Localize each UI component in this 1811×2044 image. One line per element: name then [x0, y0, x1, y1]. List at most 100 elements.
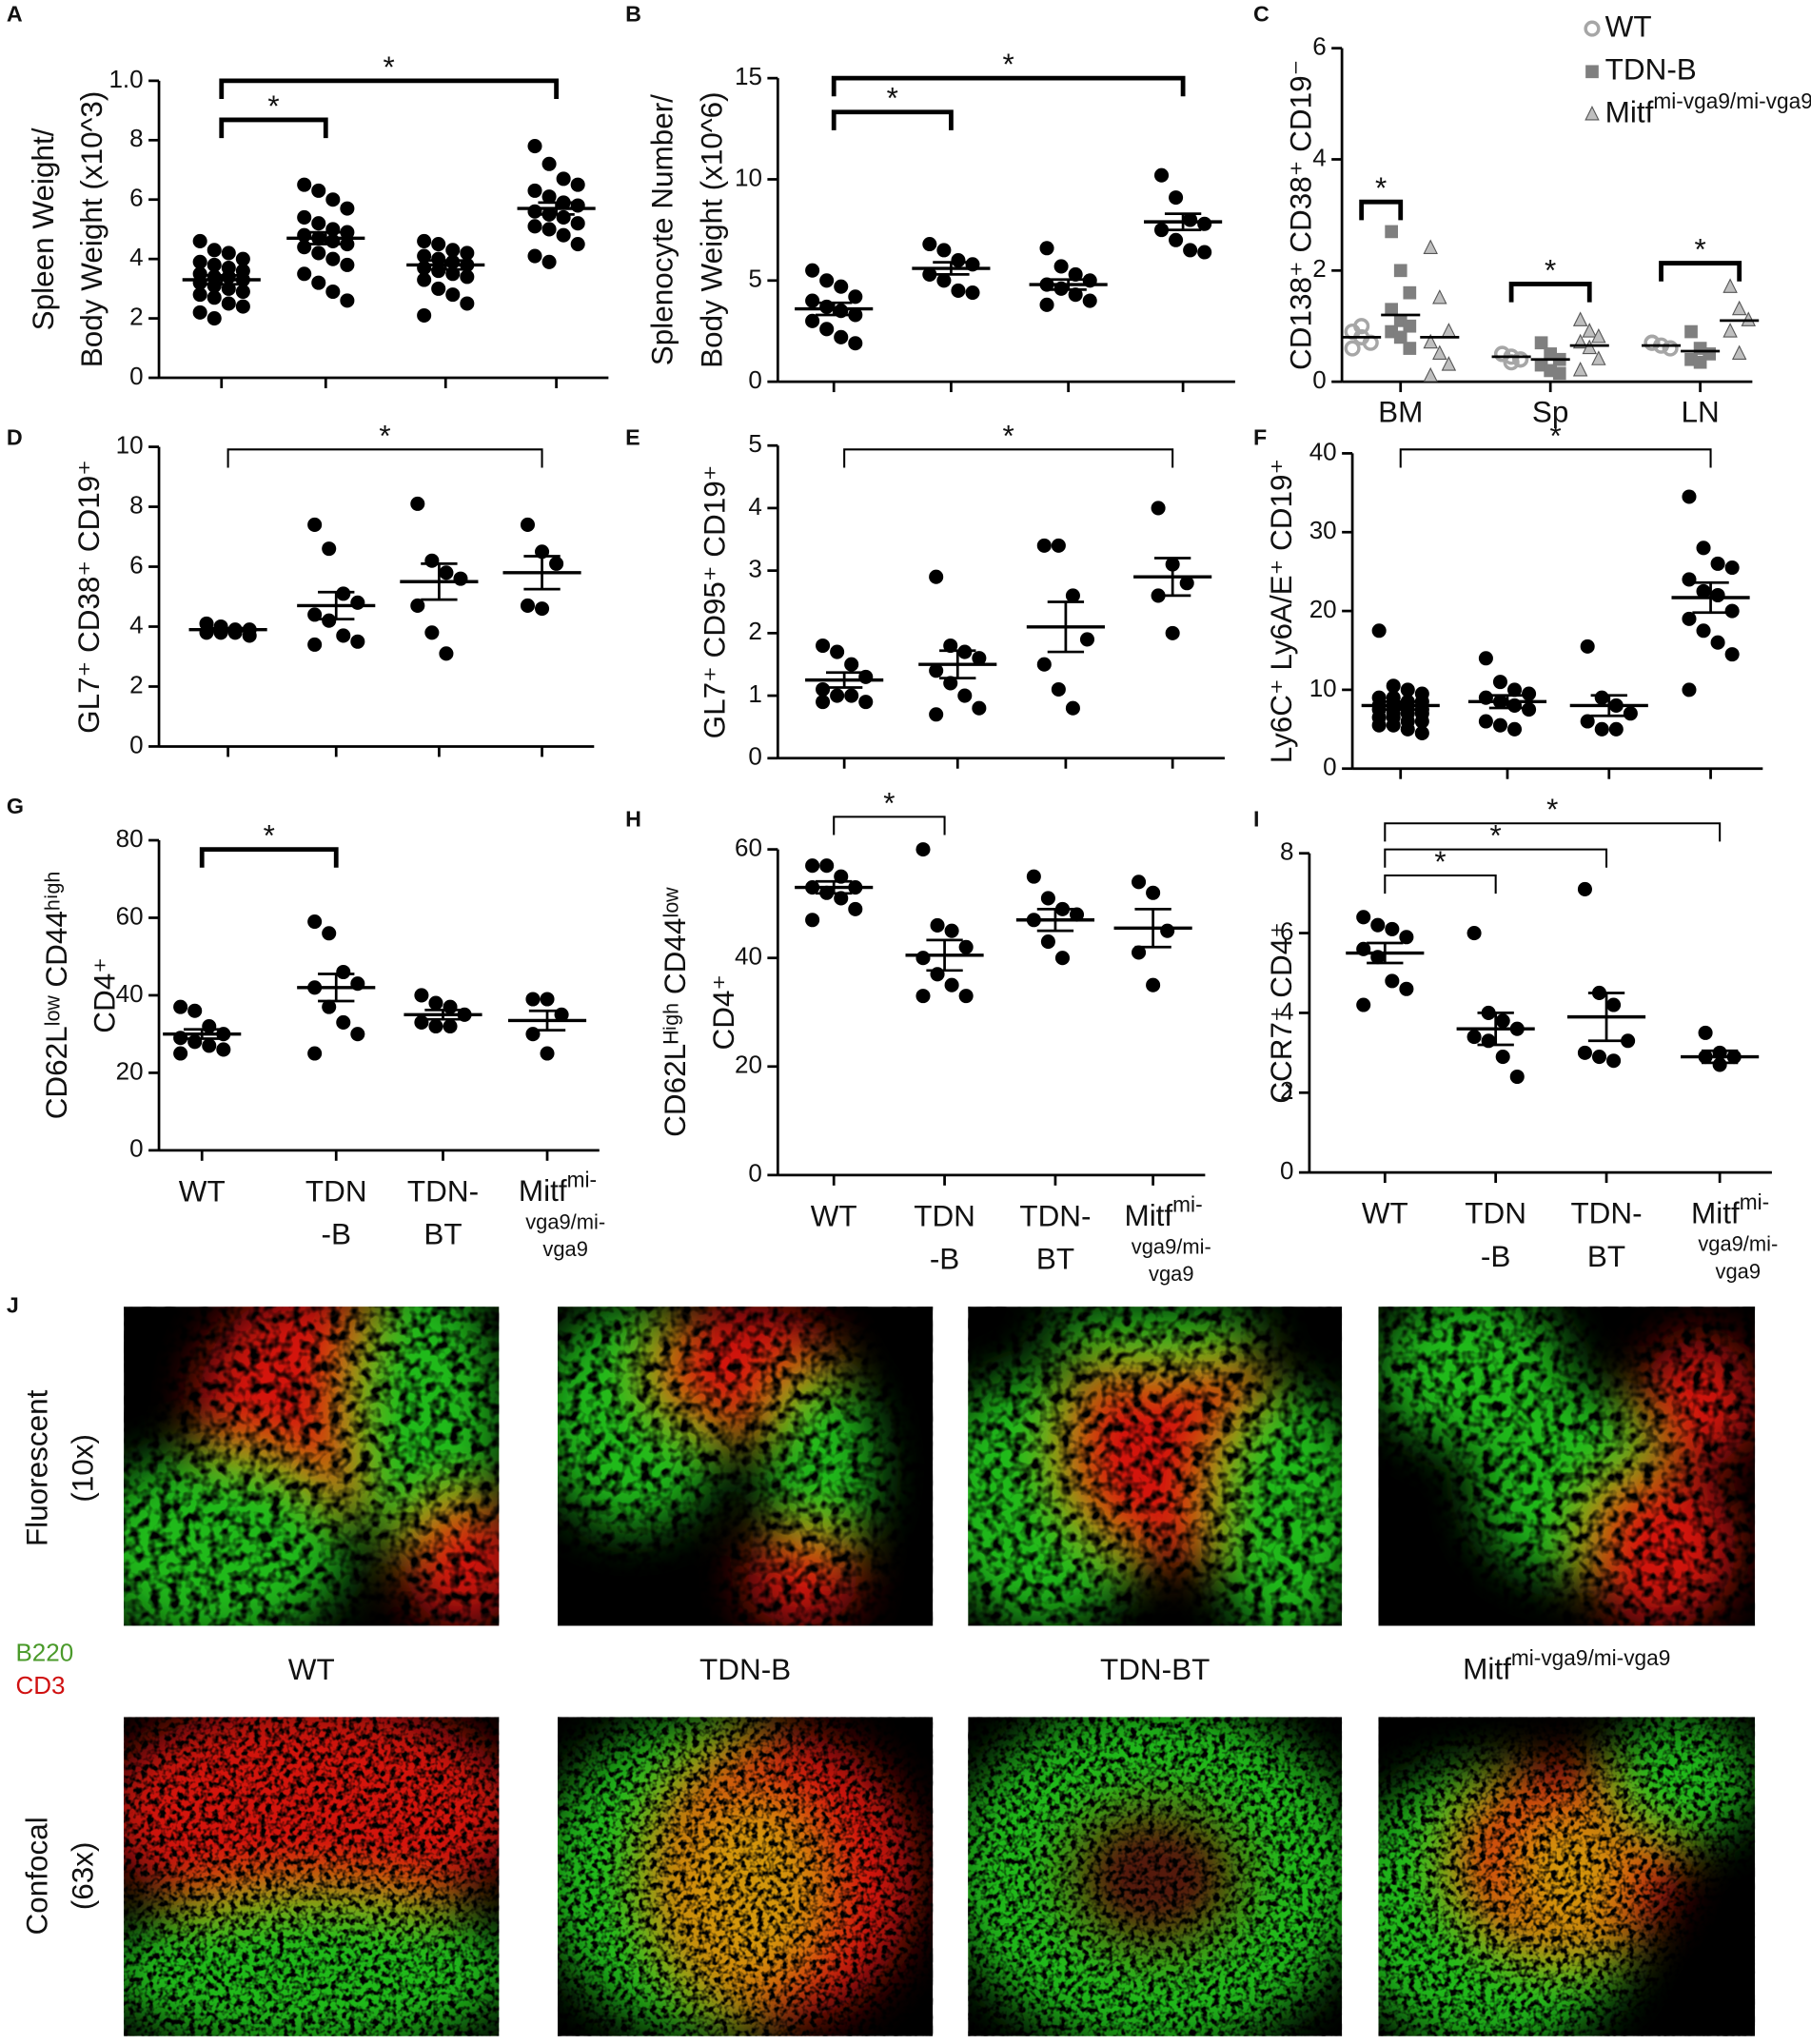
error-bar — [523, 555, 561, 591]
data-point — [1385, 225, 1398, 239]
data-dot — [1068, 266, 1083, 282]
error-bar — [1050, 278, 1087, 291]
data-dot — [460, 269, 475, 285]
data-dot — [336, 628, 351, 643]
panel-letter: H — [625, 807, 641, 832]
data-dot — [439, 565, 454, 580]
data-dot — [1065, 700, 1080, 716]
data-point — [1582, 323, 1597, 338]
data-dot — [929, 707, 944, 722]
significance-bracket — [219, 117, 328, 139]
data-dot — [1606, 1053, 1622, 1069]
data-dot — [915, 951, 931, 966]
data-dot — [957, 688, 973, 703]
y-tick-label: 15 — [735, 62, 762, 90]
significance-bracket — [843, 448, 1174, 468]
data-dot — [336, 1014, 351, 1030]
y-tick-label: 4 — [1280, 996, 1293, 1025]
data-dot — [453, 571, 468, 586]
x-tick-label: BT — [1036, 1243, 1074, 1276]
x-tick-label-main: Mitf — [1124, 1199, 1172, 1232]
y-tick-label: 0 — [748, 365, 761, 394]
x-tick-label: TDN — [305, 1174, 367, 1208]
data-dot — [1160, 923, 1175, 938]
x-tick-label-sup: mi- — [1740, 1189, 1769, 1214]
data-dot — [1594, 721, 1609, 737]
x-tick-label: Mitfmi- — [519, 1168, 597, 1209]
data-dot — [848, 901, 863, 916]
significance-bracket — [226, 448, 543, 468]
x-tick-label: -B — [322, 1218, 351, 1251]
data-dot — [844, 657, 859, 672]
data-dot — [958, 939, 974, 954]
data-dot — [1051, 681, 1066, 698]
data-dot — [1069, 907, 1085, 922]
significance-star: * — [264, 819, 275, 853]
data-dot — [439, 646, 454, 661]
data-dot — [192, 287, 207, 303]
data-dot — [307, 914, 323, 930]
data-dot — [958, 989, 974, 1004]
data-dot — [336, 586, 351, 601]
data-dot — [1039, 241, 1054, 256]
data-dot — [202, 1038, 217, 1053]
data-dot — [1051, 538, 1066, 553]
data-point — [1432, 344, 1447, 360]
data-point — [1353, 318, 1370, 335]
error-bar — [1590, 694, 1627, 717]
significance-bracket — [831, 109, 954, 130]
data-dot — [1399, 930, 1414, 945]
data-point — [1684, 324, 1698, 339]
error-bar — [209, 626, 246, 633]
data-dot — [1399, 981, 1414, 996]
data-dot — [207, 311, 222, 326]
y-tick-label: 2 — [1280, 1076, 1293, 1105]
data-dot — [1183, 243, 1198, 258]
data-dot — [1696, 623, 1711, 639]
data-dot — [858, 695, 874, 710]
data-dot — [1522, 686, 1537, 701]
data-point — [1403, 342, 1417, 355]
significance-star: * — [1550, 419, 1562, 452]
data-dot — [428, 995, 443, 1011]
significance-bracket — [1384, 874, 1497, 894]
data-dot — [192, 254, 207, 269]
y-tick-label: 8 — [1280, 837, 1293, 866]
data-dot — [570, 237, 585, 252]
significance-bracket — [1359, 199, 1404, 221]
data-dot — [297, 177, 312, 192]
data-dot — [1478, 651, 1493, 666]
data-dot — [1386, 717, 1401, 733]
data-point — [1572, 311, 1588, 326]
significance-star: * — [384, 50, 395, 84]
micrograph — [124, 1307, 500, 1626]
significance-star: * — [1694, 233, 1705, 266]
data-dot — [297, 266, 312, 282]
error-bar — [1367, 941, 1404, 965]
x-tick-label: WT — [179, 1174, 226, 1208]
data-dot — [1724, 647, 1740, 662]
error-bar — [538, 201, 575, 216]
data-dot — [930, 917, 945, 933]
x-tick-label-sup: vga9 — [1716, 1259, 1761, 1283]
error-bar — [421, 562, 458, 601]
error-bar — [307, 230, 344, 246]
data-dot — [173, 1046, 188, 1061]
error-bar — [203, 273, 240, 286]
y-axis-label: Ly6C⁺ Ly6A/E⁺ CD19⁺ — [1265, 459, 1298, 763]
data-dot — [972, 700, 987, 716]
data-dot — [520, 598, 536, 613]
y-tick-label: 2 — [1312, 254, 1326, 283]
error-bar — [184, 1028, 221, 1040]
data-dot — [520, 517, 536, 532]
column-label: WT — [288, 1653, 335, 1686]
y-tick-label: 6 — [1312, 32, 1326, 61]
legend-marker — [1585, 65, 1599, 79]
data-dot — [1682, 572, 1697, 587]
data-dot — [235, 251, 250, 266]
data-dot — [340, 293, 355, 308]
x-tick-label: TDN — [1465, 1197, 1526, 1230]
error-bar — [318, 973, 355, 1003]
data-dot — [1698, 1025, 1713, 1040]
data-dot — [207, 290, 222, 305]
